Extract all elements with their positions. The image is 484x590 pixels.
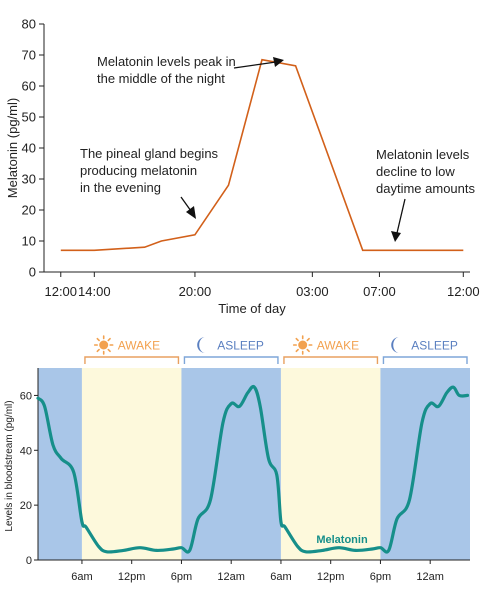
chart-2-series-label: Melatonin <box>316 534 368 546</box>
chart-2-y-tick-label: 60 <box>20 390 32 402</box>
chart-2-x-tick-label: 12pm <box>317 571 345 583</box>
annotation-decline: Melatonin levels decline to low daytime … <box>376 147 475 196</box>
annotation-peak-line-1: Melatonin levels peak in <box>97 54 236 69</box>
chart-1-x-tick-label: 03:00 <box>296 284 329 299</box>
chart-1-y-tick-label: 20 <box>22 203 36 218</box>
chart-1-y-tick-label: 70 <box>22 48 36 63</box>
annotation-pineal: The pineal gland begins producing melato… <box>80 146 222 195</box>
moon-icon <box>391 337 400 353</box>
chart-1-y-tick-label: 10 <box>22 234 36 249</box>
bracket-asleep <box>382 356 468 364</box>
bracket-asleep <box>183 356 279 364</box>
chart-2-x-tick-label: 12pm <box>118 571 146 583</box>
band-awake <box>81 368 182 560</box>
bracket-label: AWAKE <box>118 339 160 353</box>
chart-2-y-ticks: 0 20 40 60 <box>20 390 38 567</box>
chart-2-y-label: Levels in bloodstream (pg/ml) <box>4 400 15 531</box>
annotation-peak: Melatonin levels peak in the middle of t… <box>97 54 239 86</box>
chart-1-y-tick-label: 30 <box>22 172 36 187</box>
chart-2-state-brackets: AWAKE ASLEEP AWAKE ASLEEP <box>84 335 468 364</box>
chart-1-y-tick-label: 0 <box>29 265 36 280</box>
bracket-label: AWAKE <box>317 339 359 353</box>
annotation-decline-arrow <box>391 198 406 242</box>
annotation-decline-line-3: daytime amounts <box>376 181 475 196</box>
chart-1-y-tick-label: 80 <box>22 17 36 32</box>
chart-1-y-tick-label: 60 <box>22 79 36 94</box>
chart-2-melatonin-bloodstream: AWAKE ASLEEP AWAKE ASLEEP 0 20 40 60 6am 12pm 6p… <box>4 335 470 583</box>
chart-1-x-tick-label: 14:00 <box>78 284 111 299</box>
chart-1-x-ticks: 12:00 14:00 20:00 03:00 07:00 12:00 <box>44 272 480 299</box>
chart-1-y-tick-label: 50 <box>22 110 36 125</box>
chart-1-x-tick-label: 20:00 <box>179 284 212 299</box>
annotation-decline-line-2: decline to low <box>376 164 455 179</box>
chart-2-state-bands <box>38 368 470 560</box>
chart-2-x-tick-label: 6pm <box>171 571 192 583</box>
chart-2-x-tick-label: 12am <box>217 571 245 583</box>
bracket-label: ASLEEP <box>411 339 458 353</box>
bracket-awake <box>84 356 180 364</box>
chart-2-y-tick-label: 40 <box>20 445 32 457</box>
bracket-awake <box>283 356 379 364</box>
sun-icon <box>93 335 114 355</box>
annotation-pineal-line-3: in the evening <box>80 180 161 195</box>
chart-2-x-tick-label: 6am <box>270 571 291 583</box>
annotation-peak-arrow <box>233 57 284 69</box>
annotation-peak-line-2: the middle of the night <box>97 71 225 86</box>
sun-icon <box>292 335 313 355</box>
band-asleep <box>38 368 82 560</box>
chart-1-x-tick-label: 07:00 <box>363 284 396 299</box>
band-asleep <box>181 368 281 560</box>
chart-1-x-tick-label: 12:00 <box>447 284 480 299</box>
chart-1-y-label: Melatonin (pg/ml) <box>5 98 20 198</box>
moon-icon <box>197 337 206 353</box>
bracket-label: ASLEEP <box>217 339 264 353</box>
annotation-pineal-arrow <box>180 196 196 219</box>
annotation-pineal-line-1: The pineal gland begins <box>80 146 219 161</box>
chart-1-x-label: Time of day <box>218 301 286 316</box>
chart-2-y-tick-label: 20 <box>20 500 32 512</box>
chart-2-x-ticks: 6am 12pm 6pm 12am 6am 12pm 6pm 12am <box>71 560 444 583</box>
chart-2-y-tick-label: 0 <box>26 555 32 567</box>
chart-2-x-tick-label: 12am <box>416 571 444 583</box>
annotation-decline-line-1: Melatonin levels <box>376 147 470 162</box>
chart-1-series-line <box>60 58 464 252</box>
chart-1-y-tick-label: 40 <box>22 141 36 156</box>
band-awake <box>280 368 381 560</box>
chart-2-melatonin-curve <box>36 385 470 554</box>
chart-2-x-tick-label: 6am <box>71 571 92 583</box>
chart-1-x-tick-label: 12:00 <box>44 284 77 299</box>
chart-1-y-ticks: 0 10 20 30 40 50 60 70 80 <box>22 17 44 280</box>
annotation-pineal-line-2: producing melatonin <box>80 163 197 178</box>
chart-2-x-tick-label: 6pm <box>370 571 391 583</box>
